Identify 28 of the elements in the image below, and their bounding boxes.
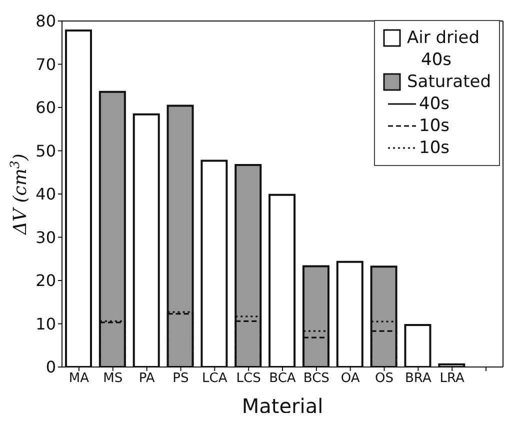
- y-tick-label: 40: [36, 184, 56, 204]
- x-tick-label: LCS: [236, 371, 261, 386]
- y-tick-label: 50: [36, 141, 56, 160]
- x-tick-label: LRA: [440, 371, 465, 386]
- x-tick-label: BRA: [405, 371, 432, 386]
- x-tick-label: BCS: [303, 371, 330, 386]
- y-tick-label: 70: [36, 54, 56, 74]
- x-tick-label: BCA: [269, 371, 296, 386]
- y-tick-label: 30: [36, 228, 56, 247]
- y-tick-label: 20: [36, 271, 56, 290]
- legend-label: 10s: [419, 115, 450, 137]
- y-tick-label: 0: [46, 358, 56, 377]
- legend-label: Air dried: [407, 27, 480, 49]
- x-axis-title: Material: [242, 394, 324, 418]
- x-tick-label: MS: [103, 371, 123, 386]
- legend-label: Saturated: [407, 71, 491, 93]
- y-tick-label: 80: [36, 12, 56, 31]
- x-tick-label: OS: [375, 371, 394, 386]
- y-tick-label: 60: [36, 98, 56, 118]
- annotation: 40s: [419, 93, 450, 115]
- x-tick-label: PS: [172, 371, 189, 386]
- y-tick-label: 10: [36, 314, 56, 334]
- legend-label: 10s: [419, 137, 450, 159]
- x-tick-label: PA: [138, 371, 155, 386]
- x-tick-label: MA: [68, 371, 90, 386]
- x-tick-label: LCA: [202, 371, 228, 386]
- x-tick-label: OA: [340, 371, 360, 386]
- annotation: 40s: [421, 49, 452, 71]
